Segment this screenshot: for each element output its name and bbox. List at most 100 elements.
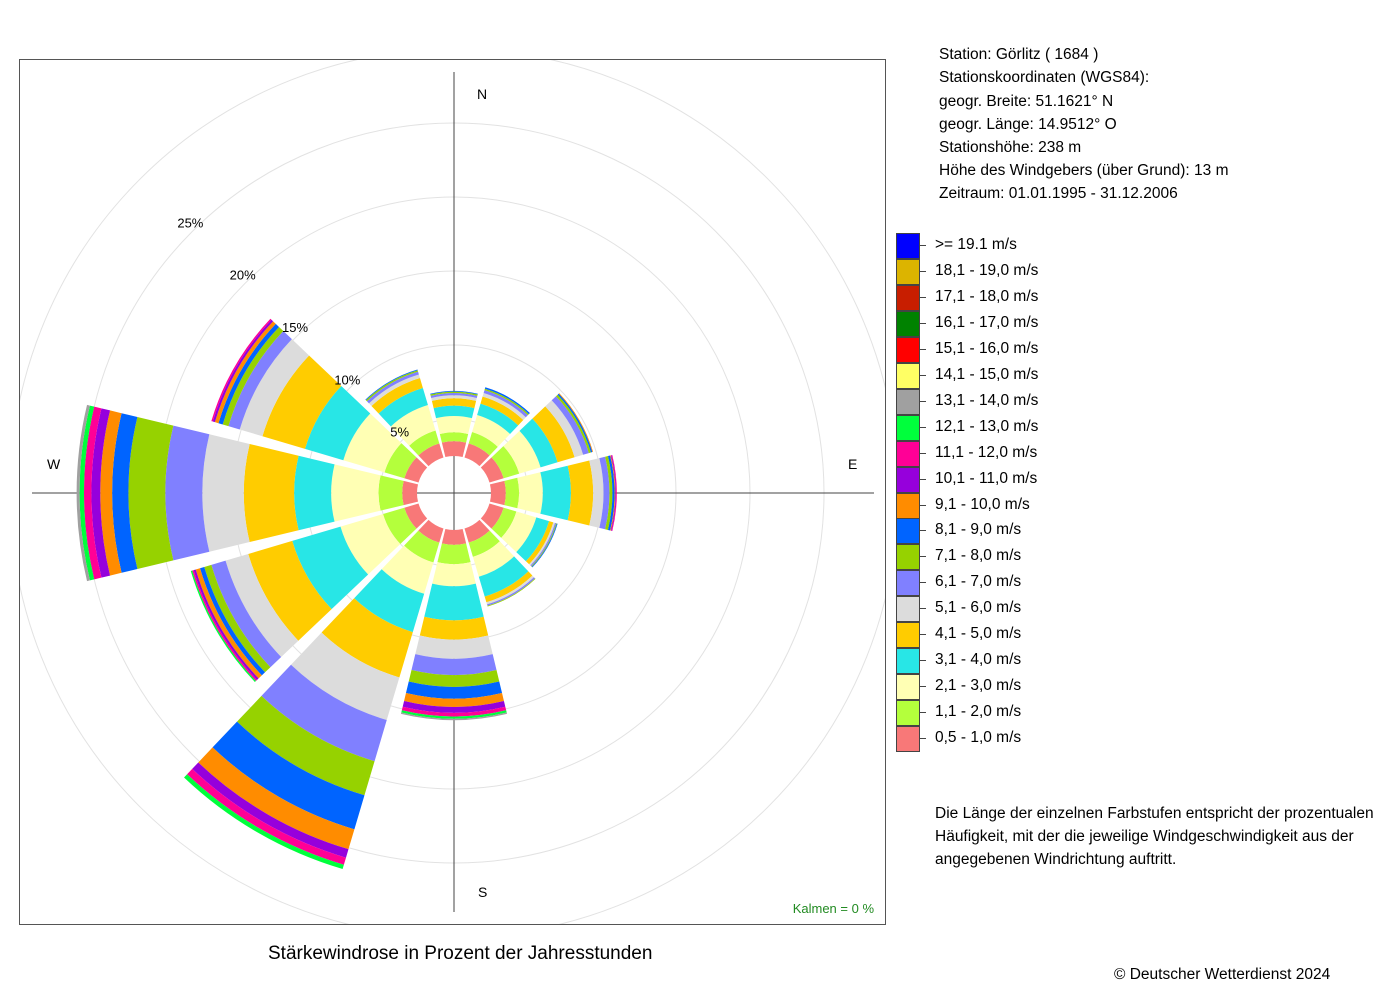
- legend-swatch: [896, 440, 920, 467]
- sector-270-band-5: [243, 443, 299, 543]
- sector-240-band-3: [340, 514, 401, 575]
- sector-300-band-2: [384, 443, 417, 479]
- sector-240-band-7: [211, 560, 282, 668]
- sector-210-band-10: [198, 747, 355, 850]
- legend-swatch: [896, 310, 920, 337]
- sector-0-band-7: [430, 393, 478, 399]
- ring-label-10: 10%: [334, 372, 360, 387]
- sector-30-band-4: [477, 403, 519, 434]
- sector-60-band-6: [545, 400, 584, 458]
- sector-0-band-2: [439, 432, 469, 443]
- sector-300-band-1: [404, 457, 428, 483]
- sector-180-band-6: [415, 635, 493, 659]
- sector-270-band-9: [112, 413, 138, 573]
- sector-330-band-1: [418, 443, 444, 467]
- legend-tick: [920, 348, 926, 350]
- legend-label: 16,1 - 17,0 m/s: [935, 313, 1039, 331]
- sector-270-band-2: [378, 475, 404, 511]
- sector-210-band-9: [212, 721, 365, 830]
- sector-150-band-3: [472, 541, 515, 577]
- legend-tick: [920, 270, 926, 272]
- sector-0-band-3: [436, 416, 472, 434]
- sector-120-band-3: [501, 511, 537, 553]
- sector-90-band-11: [610, 455, 617, 531]
- station-altitude: Stationshöhe: 238 m: [939, 139, 1082, 156]
- sector-90-band-6: [589, 458, 604, 528]
- sector-270-band-14: [76, 404, 90, 582]
- legend-label: 10,1 - 11,0 m/s: [935, 469, 1038, 487]
- legend-tick: [920, 374, 926, 376]
- sector-210-band-11: [192, 762, 349, 858]
- legend-swatch: [896, 622, 920, 649]
- sector-150-band-2: [468, 530, 500, 557]
- legend-label: 11,1 - 12,0 m/s: [935, 443, 1038, 461]
- copyright: © Deutscher Wetterdienst 2024: [1114, 966, 1331, 983]
- sector-30-band-9: [484, 387, 530, 415]
- legend-label: 17,1 - 18,0 m/s: [935, 287, 1039, 305]
- sector-60-band-2: [491, 446, 520, 479]
- compass-label-s: S: [478, 884, 487, 900]
- sector-210-band-6: [291, 632, 400, 721]
- sector-90-band-1: [489, 480, 506, 506]
- sector-270-band-10: [100, 410, 122, 576]
- legend-tick: [920, 738, 926, 740]
- legend-label: 6,1 - 7,0 m/s: [935, 573, 1022, 591]
- sector-180-band-8: [408, 670, 500, 687]
- sector-210-band-8: [237, 695, 375, 796]
- sector-270-band-4: [294, 455, 335, 531]
- sector-240-band-8: [204, 564, 271, 673]
- legend-label: 4,1 - 5,0 m/s: [935, 625, 1022, 643]
- sector-90-band-5: [567, 460, 594, 526]
- legend-item: 9,1 - 10,0 m/s: [896, 492, 1296, 519]
- legend-label: 7,1 - 8,0 m/s: [935, 547, 1022, 565]
- legend-swatch: [896, 518, 920, 545]
- time-period: Zeitraum: 01.01.1995 - 31.12.2006: [939, 185, 1178, 202]
- note-line-1: Die Länge der einzelnen Farbstufen entsp…: [935, 805, 1374, 822]
- ring-label-25: 25%: [177, 215, 203, 230]
- legend-label: 8,1 - 9,0 m/s: [935, 521, 1022, 539]
- sector-180-band-14: [400, 712, 508, 721]
- sector-60-band-4: [519, 418, 558, 468]
- sector-60-band-5: [532, 406, 575, 463]
- legend-swatch: [896, 233, 920, 259]
- sector-300-band-3: [343, 413, 402, 473]
- station-name: Station: Görlitz ( 1684 ): [939, 46, 1099, 63]
- sector-30-band-1: [464, 443, 490, 467]
- sector-90-band-10: [610, 455, 616, 531]
- sector-330-band-6: [368, 374, 420, 407]
- legend-item: 10,1 - 11,0 m/s: [896, 466, 1296, 493]
- sector-150-band-4: [478, 556, 529, 597]
- legend-label: 2,1 - 3,0 m/s: [935, 677, 1022, 695]
- note-line-3: angegebenen Windrichtung auftritt.: [935, 851, 1177, 868]
- legend-tick: [920, 582, 926, 584]
- sector-90-band-7: [599, 456, 610, 530]
- sector-0-band-6: [431, 395, 477, 401]
- legend-swatch: [896, 466, 920, 493]
- sector-120-band-1: [480, 503, 504, 529]
- sector-150-band-1: [464, 519, 490, 543]
- legend-label: 3,1 - 4,0 m/s: [935, 651, 1022, 669]
- legend-swatch: [896, 544, 920, 571]
- sector-240-band-1: [404, 503, 428, 529]
- sector-0-band-1: [441, 441, 467, 458]
- sector-210-band-4: [354, 569, 425, 633]
- sector-180-band-12: [401, 706, 507, 717]
- sector-270-band-1: [402, 480, 419, 506]
- chart-title: Stärkewindrose in Prozent der Jahresstun…: [268, 943, 653, 964]
- wind-rose-chart: N E S W Kalmen = 0 % 5% 10% 15% 20% 25%: [20, 60, 885, 924]
- legend-item: 11,1 - 12,0 m/s: [896, 440, 1296, 467]
- legend-item: 12,1 - 13,0 m/s: [896, 414, 1296, 441]
- sector-60-band-8: [555, 394, 591, 454]
- ring-label-5: 5%: [390, 425, 409, 440]
- plot-frame: N E S W Kalmen = 0 % 5% 10% 15% 20% 25%: [19, 59, 886, 925]
- sector-0-band-9: [430, 390, 478, 395]
- sector-180-band-4: [424, 583, 484, 621]
- legend-swatch: [896, 700, 920, 727]
- sector-30-band-7: [483, 390, 528, 418]
- sector-210-band-7: [261, 664, 387, 762]
- legend-tick: [920, 686, 926, 688]
- legend-swatch: [896, 258, 920, 285]
- sector-0-band-8: [430, 391, 478, 396]
- sector-180-band-11: [402, 700, 506, 713]
- legend-label: 1,1 - 2,0 m/s: [935, 703, 1022, 721]
